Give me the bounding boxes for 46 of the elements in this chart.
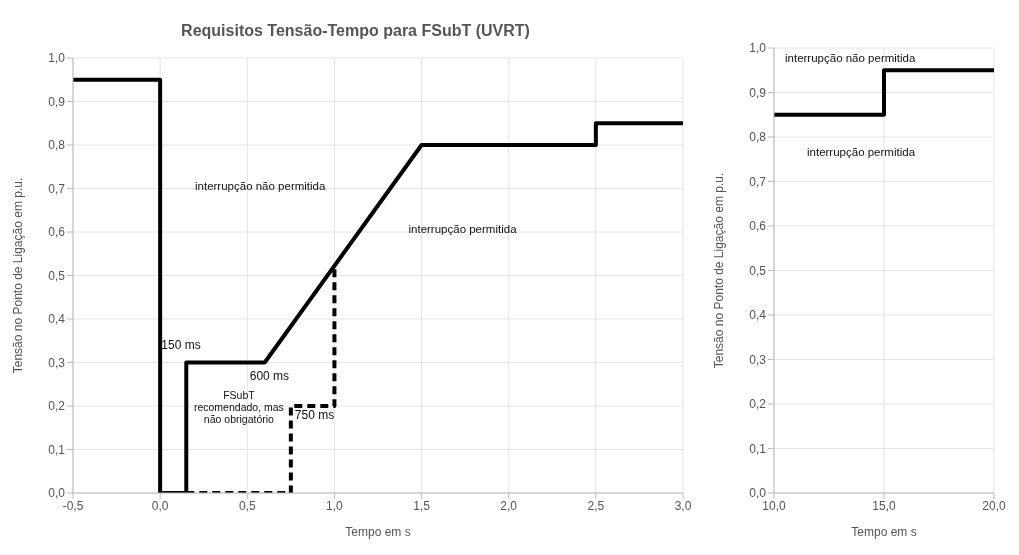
y-tick-label: 0,8 xyxy=(48,138,66,153)
annotation: 150 ms xyxy=(161,337,201,352)
x-tick-label: 2,5 xyxy=(587,498,605,513)
y-tick-label: 0,3 xyxy=(749,352,767,367)
y-tick-label: 0,7 xyxy=(48,181,66,196)
annotation: interrupção não permitida xyxy=(785,52,916,65)
y-tick-label: 0,2 xyxy=(48,399,66,414)
y-tick-label: 0,9 xyxy=(749,85,767,100)
chart-title: Requisitos Tensão-Tempo para FSubT (UVRT) xyxy=(180,22,531,40)
annotation: interrupção não permitida xyxy=(195,179,326,192)
x-tick-label: 10,0 xyxy=(762,498,786,513)
x-tick-label: 20,0 xyxy=(982,498,1006,513)
y-tick-label: 0,5 xyxy=(48,268,66,283)
y-tick-label: 0,1 xyxy=(749,441,767,456)
x-tick-label: 1,5 xyxy=(413,498,431,513)
y-tick-label: 0,0 xyxy=(48,486,66,501)
y-tick-label: 0,0 xyxy=(749,486,767,501)
y-axis-title: Tensão no Ponto de Ligação em p.u. xyxy=(712,172,727,369)
y-tick-label: 0,8 xyxy=(749,130,767,145)
annotation: 600 ms xyxy=(249,368,290,383)
x-axis-title: Tempo em s xyxy=(345,525,411,539)
x-tick-label: 2,0 xyxy=(500,498,518,513)
y-tick-label: 0,1 xyxy=(48,442,66,457)
x-tick-label: 15,0 xyxy=(872,498,896,513)
y-tick-label: 0,6 xyxy=(48,225,66,240)
annotation: 750 ms xyxy=(294,408,335,422)
annotation: FSubT recomendado, mas não obrigatório xyxy=(192,388,285,425)
y-tick-label: 0,4 xyxy=(48,312,66,327)
x-axis-title: Tempo em s xyxy=(851,525,917,539)
annotation: interrupção permitida xyxy=(408,223,517,236)
y-tick-label: 0,9 xyxy=(48,94,66,109)
x-tick-label: -0,5 xyxy=(62,498,84,513)
y-tick-label: 0,7 xyxy=(749,174,767,189)
annotation: interrupção permitida xyxy=(807,145,916,158)
y-tick-label: 0,4 xyxy=(749,308,767,323)
y-tick-label: 1,0 xyxy=(749,41,767,56)
x-tick-label: 0,5 xyxy=(238,498,256,513)
x-tick-label: 1,0 xyxy=(326,498,344,513)
y-tick-label: 0,3 xyxy=(48,355,66,370)
y-tick-label: 1,0 xyxy=(48,51,66,66)
x-tick-label: 3,0 xyxy=(674,498,692,513)
y-tick-label: 0,6 xyxy=(749,219,767,234)
y-tick-label: 0,5 xyxy=(749,263,767,278)
y-tick-label: 0,2 xyxy=(749,397,767,412)
x-tick-label: 0,0 xyxy=(151,498,169,513)
y-axis-title: Tensão no Ponto de Ligação em p.u. xyxy=(11,177,26,374)
